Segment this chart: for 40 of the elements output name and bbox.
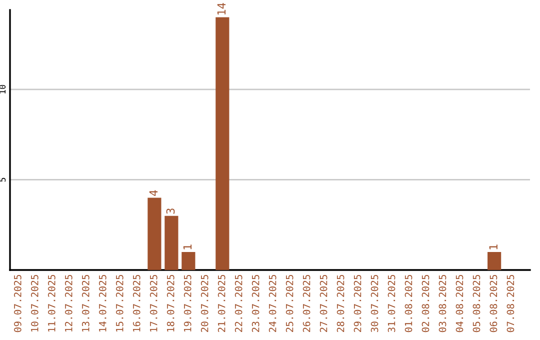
data-label: 14 xyxy=(217,2,226,14)
x-tick-label: 23.07.2025 xyxy=(252,274,260,332)
data-label: 3 xyxy=(166,208,175,214)
bar xyxy=(488,252,502,270)
x-tick-label: 19.07.2025 xyxy=(184,274,192,332)
data-label: 1 xyxy=(489,244,498,250)
x-tick-label: 12.07.2025 xyxy=(64,274,72,332)
x-tick-label: 04.08.2025 xyxy=(456,274,464,332)
x-tick-label: 11.07.2025 xyxy=(48,274,56,332)
x-tick-label: 31.07.2025 xyxy=(388,274,396,332)
x-tick-label: 20.07.2025 xyxy=(200,274,208,332)
x-tick-label: 17.07.2025 xyxy=(150,274,158,332)
x-tick-label: 26.07.2025 xyxy=(302,274,310,332)
x-tick-label: 03.08.2025 xyxy=(438,274,446,332)
data-label: 4 xyxy=(149,190,158,196)
x-tick-label: 09.07.2025 xyxy=(14,274,22,332)
bar xyxy=(182,252,196,270)
x-tick-label: 28.07.2025 xyxy=(336,274,344,332)
x-tick-label: 18.07.2025 xyxy=(166,274,174,332)
data-label: 1 xyxy=(183,244,192,250)
x-tick-label: 15.07.2025 xyxy=(116,274,124,332)
x-tick-label: 30.07.2025 xyxy=(370,274,378,332)
x-tick-label: 22.07.2025 xyxy=(234,274,242,332)
x-tick-label: 05.08.2025 xyxy=(472,274,480,332)
x-tick-label: 29.07.2025 xyxy=(354,274,362,332)
x-tick-label: 13.07.2025 xyxy=(82,274,90,332)
bar xyxy=(148,198,162,270)
bar xyxy=(164,216,178,270)
x-tick-label: 06.08.2025 xyxy=(490,274,498,332)
x-tick-label: 01.08.2025 xyxy=(404,274,412,332)
x-tick-label: 25.07.2025 xyxy=(286,274,294,332)
bar xyxy=(216,17,230,270)
x-tick-label: 24.07.2025 xyxy=(268,274,276,332)
x-tick-label: 10.07.2025 xyxy=(30,274,38,332)
x-tick-label: 14.07.2025 xyxy=(98,274,106,332)
x-tick-label: 27.07.2025 xyxy=(320,274,328,332)
x-tick-label: 02.08.2025 xyxy=(422,274,430,332)
x-tick-label: 21.07.2025 xyxy=(218,274,226,332)
x-tick-label: 07.08.2025 xyxy=(506,274,514,332)
x-tick-label: 16.07.2025 xyxy=(132,274,140,332)
